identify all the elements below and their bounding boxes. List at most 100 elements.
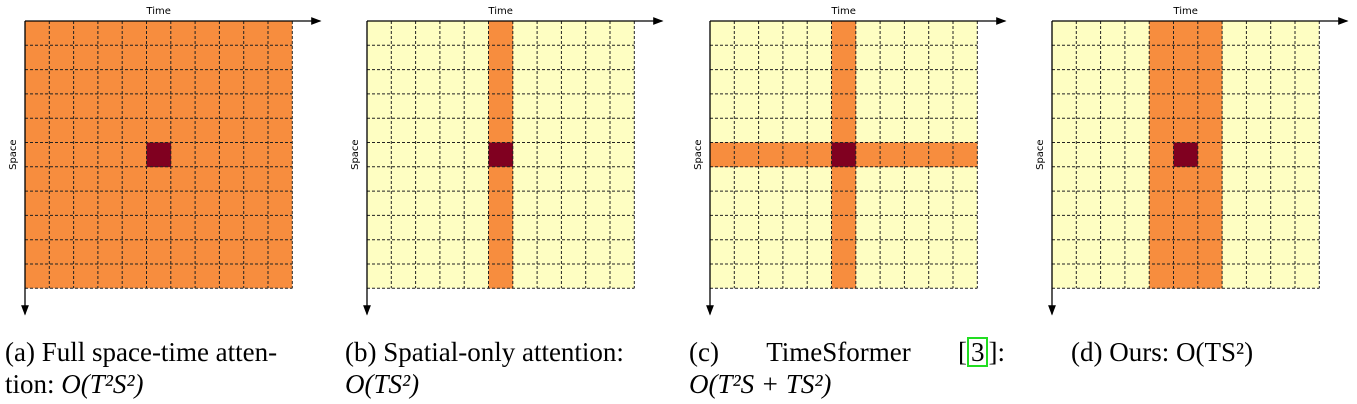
attended-cell [1149,239,1174,265]
panel-ours: Time Space (d) Ours: O(TS²) [1023,0,1357,404]
attended-cell [488,264,514,289]
attended-cell [488,166,514,192]
caption-line1: (b) Spatial-only attention: [345,337,624,367]
attended-cell [488,118,514,143]
caption-colon: : [997,337,1005,367]
caption-line1: (d) Ours: O(TS²) [1071,337,1254,367]
attended-cell [1197,118,1223,143]
attended-cell [1173,215,1199,240]
attended-cell [1173,166,1199,192]
space-axis-label: Space [1035,139,1046,169]
attended-cell [1197,264,1223,289]
caption-timesformer: (c) TimeSformer [3]: O(T²S + TS²) [689,336,1011,400]
panel-spatial-attention: Time Space (b) Spatial-only attention: O(… [340,0,680,404]
attended-cell [1197,69,1223,95]
attended-cell [831,239,857,265]
complexity-formula: O(TS²) [345,369,420,399]
attended-cell [1173,93,1199,119]
citation-link[interactable]: 3 [966,337,989,367]
attended-cell [831,69,857,95]
attended-cell [1197,191,1223,216]
attended-cell [831,93,857,119]
attended-cell [758,142,784,168]
attended-cell [1149,21,1174,46]
attended-cell [1149,142,1174,168]
attended-cell [880,142,905,168]
attended-cell [488,21,514,46]
caption-line2: tion: O(T²S²) [5,368,277,400]
caption-line1: (c) TimeSformer [3]: [689,336,1005,368]
caption-line2: O(TS²) [345,368,624,400]
attended-cell [1173,118,1199,143]
attended-cell [807,142,832,168]
space-axis-label: Space [693,139,704,169]
query-token-cell [488,142,514,168]
attended-cell [488,45,514,70]
query-token-cell [831,142,857,168]
attended-cell [488,191,514,216]
time-axis-label: Time [830,6,855,17]
attended-cell [1197,21,1223,46]
attended-cell [710,142,735,168]
caption-label: (c) [689,337,719,367]
attended-cell [1173,239,1199,265]
caption-spatial-attention: (b) Spatial-only attention: O(TS²) [345,336,624,400]
attended-cell [488,239,514,265]
attended-cell [782,142,808,168]
query-token-cell [146,142,172,168]
attended-cell [855,142,881,168]
caption-line2: O(T²S + TS²) [689,368,1011,400]
attended-cell [1173,21,1199,46]
attended-cell [831,118,857,143]
attended-cell [488,93,514,119]
attended-cell [831,215,857,240]
attended-cell [1197,239,1223,265]
attended-cell [488,215,514,240]
attended-cell [1149,69,1174,95]
caption-prefix: tion: [5,369,62,399]
attended-cell [1197,166,1223,192]
attended-cell [1197,45,1223,70]
attended-cell [1197,142,1223,168]
attended-cell [1173,264,1199,289]
panel-timesformer: Time Space (c) TimeSformer [3]: O(T²S + T… [683,0,1023,404]
caption-full-attention: (a) Full space-time atten- tion: O(T²S²) [5,336,277,400]
caption-method: TimeSformer [766,337,911,367]
attended-cell [734,142,759,168]
caption-ours: (d) Ours: O(TS²) [1071,336,1253,368]
diagram-timesformer: Time Space [693,6,1007,316]
attended-cell [1149,191,1174,216]
attended-cell [831,264,857,289]
complexity-formula: O(T²S²) [61,369,144,399]
attended-cell [1149,45,1174,70]
time-axis-label: Time [145,6,170,17]
attended-cell [1197,215,1223,240]
attended-cell [831,21,857,46]
attended-cell [831,166,857,192]
attended-cell [904,142,929,168]
attended-cell [1149,264,1174,289]
time-axis-label: Time [487,6,512,17]
query-token-cell [1173,142,1199,168]
attended-cell [831,45,857,70]
time-axis-label: Time [1172,6,1197,17]
panel-full-attention: Time Space (a) Full space-time atten- tio… [0,0,340,404]
attended-cell [831,191,857,216]
attended-cell [1173,191,1199,216]
attended-cell [928,142,954,168]
complexity-formula: O(T²S + TS²) [689,369,832,399]
attended-cell [1173,69,1199,95]
attended-cell [1173,45,1199,70]
diagram-full-attention: Time Space [8,6,322,316]
attended-cell [1197,93,1223,119]
space-axis-label: Space [8,139,19,169]
attended-cell [1149,215,1174,240]
caption-line1: (a) Full space-time atten- [5,337,278,367]
attended-cell [953,142,978,168]
attended-cell [1149,93,1174,119]
attended-cell [488,69,514,95]
caption-citation-wrap: [3]: [957,337,1005,367]
attended-cell [1149,118,1174,143]
diagram-spatial-attention: Time Space [350,6,664,316]
attended-cell [1149,166,1174,192]
